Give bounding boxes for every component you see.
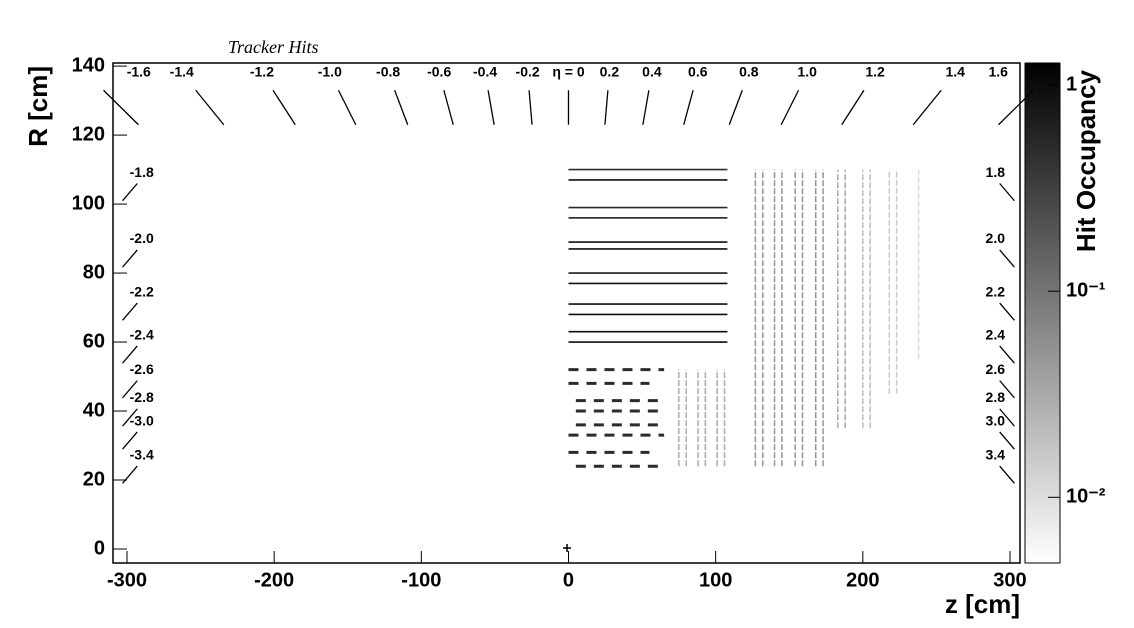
eta-line (103, 89, 139, 126)
eta-label: 2.6 (986, 361, 1006, 377)
eta-label: 2.0 (986, 230, 1006, 246)
eta-label: -1.6 (127, 64, 151, 80)
eta-line (780, 89, 800, 126)
eta-label: 2.8 (986, 389, 1006, 405)
eta-label: 1.2 (865, 64, 885, 80)
y-tick-label: 20 (83, 468, 105, 490)
eta-line (999, 183, 1015, 202)
eta-label: 1.0 (797, 64, 817, 80)
eta-label: -3.4 (130, 446, 154, 462)
eta-line (999, 345, 1015, 364)
eta-line (122, 302, 138, 321)
eta-line (999, 431, 1015, 450)
y-tick-label: 140 (72, 54, 105, 76)
eta-line (999, 302, 1015, 321)
eta-label: -2.6 (130, 361, 154, 377)
eta-label: 2.2 (986, 283, 1006, 299)
y-tick-label: 40 (83, 399, 105, 421)
colorbar-tick-label: 10⁻² (1066, 486, 1106, 508)
eta-line (999, 380, 1015, 399)
eta-label: -2.8 (130, 389, 154, 405)
eta-line (487, 90, 495, 125)
colorbar-tick-label: 10⁻¹ (1066, 279, 1106, 301)
eta-label: -2.4 (130, 326, 154, 342)
eta-line (122, 465, 138, 484)
y-tick-label: 0 (94, 537, 105, 559)
x-tick-label: 0 (563, 569, 574, 591)
x-tick-label: -300 (107, 569, 147, 591)
colorbar (1024, 62, 1061, 564)
eta-label: -2.2 (130, 283, 154, 299)
eta-line (999, 465, 1015, 484)
eta-label: -0.4 (473, 64, 497, 80)
colorbar-label: Hit Occupancy (1071, 69, 1101, 252)
eta-label: -1.0 (318, 64, 342, 80)
eta-line (122, 380, 138, 399)
y-tick-label: 60 (83, 330, 105, 352)
x-tick-label: 300 (993, 569, 1026, 591)
eta-label: 0.6 (688, 64, 708, 80)
eta-line (122, 249, 138, 268)
eta-line (122, 345, 138, 364)
eta-label: -0.2 (516, 64, 540, 80)
eta-line (122, 408, 138, 427)
eta-line (272, 89, 296, 126)
eta-line (728, 90, 743, 125)
eta-line (841, 89, 865, 126)
x-tick-label: -200 (254, 569, 294, 591)
eta-line (337, 89, 357, 126)
eta-label: 3.4 (986, 446, 1006, 462)
eta-line (394, 90, 409, 125)
x-tick-label: 200 (846, 569, 879, 591)
y-tick-label: 80 (83, 261, 105, 283)
eta-line (999, 249, 1015, 268)
y-axis-label: R [cm] (23, 66, 53, 147)
eta-line (122, 183, 138, 202)
eta-label: 0.8 (739, 64, 759, 80)
eta-line (528, 90, 533, 125)
eta-line (912, 89, 942, 126)
y-tick-label: 120 (72, 123, 105, 145)
eta-label: η = 0 (552, 64, 585, 80)
plot-frame (112, 62, 1021, 564)
x-tick-label: -100 (401, 569, 441, 591)
x-tick-label: 100 (699, 569, 732, 591)
eta-line (642, 90, 650, 125)
eta-label: 2.4 (986, 326, 1006, 342)
eta-label: -1.8 (130, 164, 154, 180)
eta-line (998, 89, 1034, 126)
eta-line (443, 90, 454, 125)
origin-marker (563, 544, 571, 552)
y-tick-label: 100 (72, 192, 105, 214)
eta-label: -2.0 (130, 230, 154, 246)
eta-label: -0.8 (376, 64, 400, 80)
eta-line (999, 408, 1015, 427)
eta-label: 0.4 (642, 64, 662, 80)
x-axis-label: z [cm] (945, 589, 1020, 619)
colorbar-tick-label: 1 (1066, 73, 1077, 95)
eta-line (683, 90, 694, 125)
eta-label: 1.8 (986, 164, 1006, 180)
eta-label: 3.0 (986, 412, 1006, 428)
eta-label: -0.6 (427, 64, 451, 80)
chart-title: Tracker Hits (228, 37, 319, 57)
eta-label: 1.4 (946, 64, 966, 80)
eta-line (604, 90, 609, 125)
eta-label: 1.6 (988, 64, 1008, 80)
eta-label: -1.2 (250, 64, 274, 80)
eta-line (195, 89, 225, 126)
eta-line (122, 431, 138, 450)
eta-label: -1.4 (170, 64, 194, 80)
eta-label: -3.0 (130, 412, 154, 428)
eta-label: 0.2 (600, 64, 620, 80)
